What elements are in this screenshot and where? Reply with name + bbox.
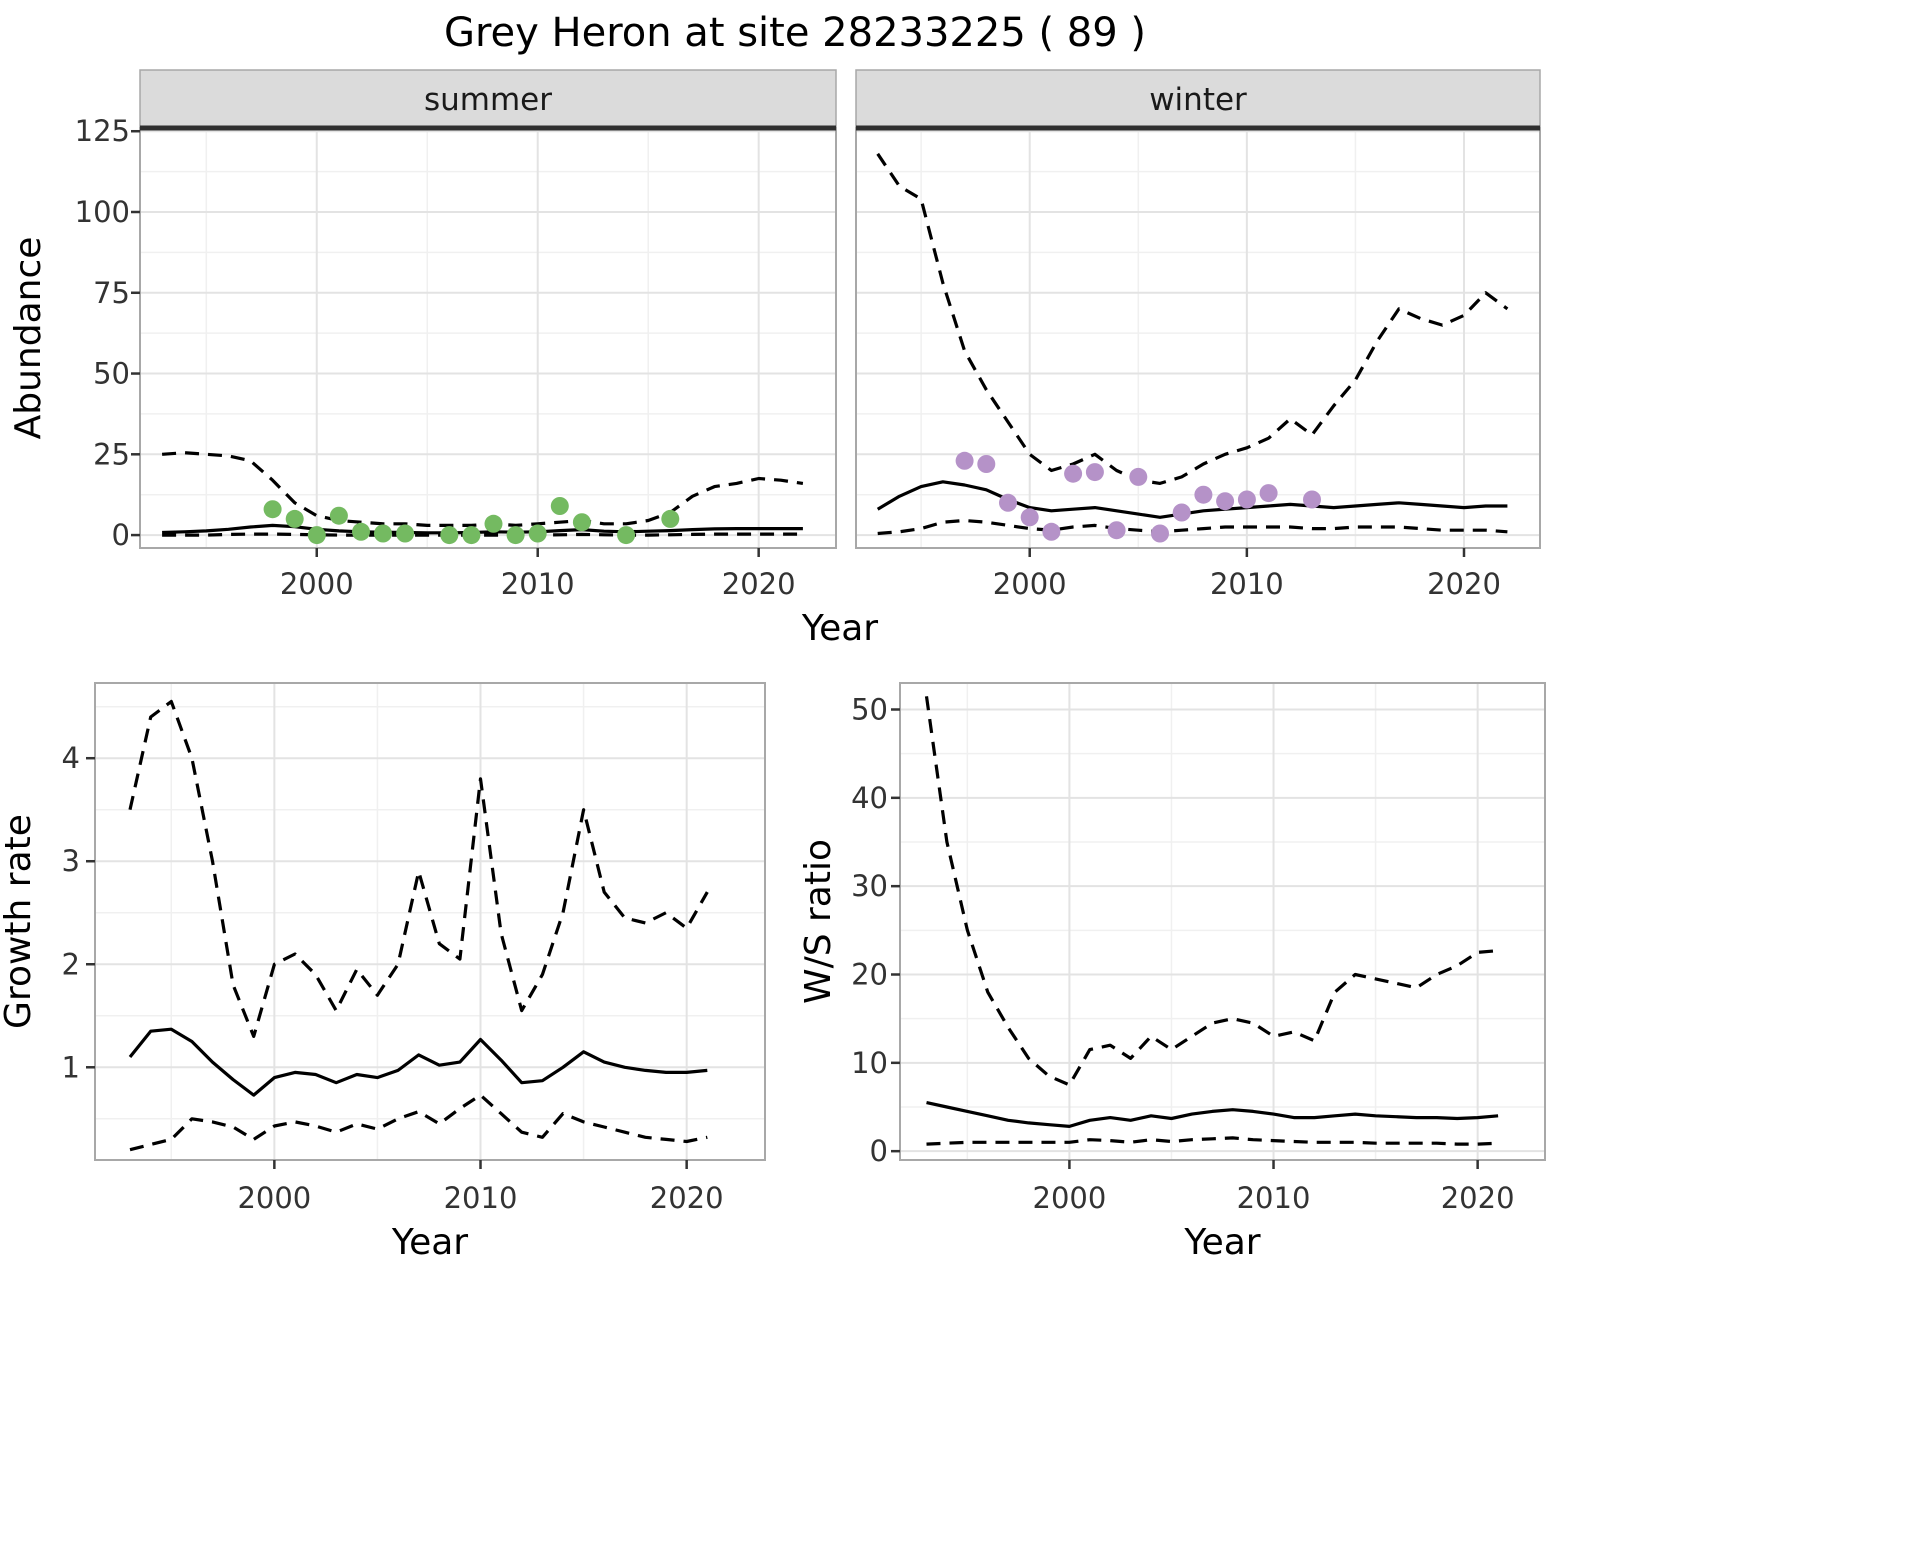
data-point [374, 524, 392, 543]
panel-summer: 2000 2010 2020 0 25 50 75 100 125 summer [75, 69, 837, 601]
data-point [955, 451, 974, 470]
x-tick-label: 2010 [1237, 1181, 1311, 1215]
data-point [1237, 490, 1256, 509]
y-tick-label: 50 [851, 693, 888, 727]
data-point [1085, 463, 1104, 482]
data-point [572, 513, 591, 532]
panel-border [94, 682, 766, 1161]
data-point [1151, 524, 1169, 543]
data-point [329, 506, 348, 525]
x-tick-label: 2010 [501, 567, 575, 601]
facet-strip [139, 69, 837, 129]
y-tick-label: 1 [62, 1050, 80, 1084]
panel-background [95, 683, 765, 1160]
y-tick-label: 2 [62, 947, 80, 981]
facet-label: summer [424, 82, 552, 118]
y-tick-label: 40 [851, 781, 888, 815]
data-point [1216, 492, 1235, 511]
panel-background [900, 683, 1545, 1160]
data-point [617, 526, 636, 545]
y-tick-label: 75 [93, 276, 130, 310]
y-tick-label: 3 [62, 844, 80, 878]
y-tick-label: 10 [851, 1046, 888, 1080]
y-tick-label: 30 [851, 869, 888, 903]
data-point [440, 526, 459, 545]
x-tick-label: 2020 [1427, 567, 1501, 601]
panel-border [899, 682, 1546, 1161]
x-axis-label: Year [1183, 1222, 1260, 1263]
fit-line [162, 523, 803, 535]
data-point [484, 514, 503, 533]
x-tick-label: 2000 [993, 567, 1067, 601]
y-axis-label: Growth rate [0, 814, 39, 1029]
chart-growth: 2000 2010 2020 1 2 3 4 Year Growth rate [0, 682, 766, 1263]
y-tick-label: 50 [93, 357, 130, 391]
x-tick-label: 2000 [237, 1181, 311, 1215]
data-point [1194, 485, 1213, 504]
y-tick-label: 0 [112, 518, 130, 552]
lower-ci-line [162, 532, 803, 537]
y-axis-label: Abundance [8, 237, 49, 440]
data-point [550, 497, 569, 515]
data-point [977, 455, 996, 473]
data-point [396, 524, 415, 543]
x-tick-label: 2010 [1210, 567, 1284, 601]
data-point [1064, 464, 1083, 483]
panel-winter: 2000 2010 2020 winter [855, 69, 1541, 601]
data-point [506, 526, 525, 545]
data-point [1129, 467, 1148, 486]
y-tick-label: 100 [75, 195, 130, 229]
upper-ci-line [876, 152, 1509, 485]
x-tick-label: 2020 [722, 567, 796, 601]
y-tick-label: 4 [62, 741, 80, 775]
figure-title: Grey Heron at site 28233225 ( 89 ) [443, 10, 1147, 56]
panel-growth: 2000 2010 2020 1 2 3 4 [62, 682, 766, 1215]
facet-strip [855, 69, 1541, 129]
fit-line [876, 480, 1508, 519]
x-tick-label: 2020 [1441, 1181, 1515, 1215]
data-point [528, 524, 547, 543]
data-point [1020, 508, 1039, 527]
panel-background [856, 128, 1540, 548]
x-axis-label: Year [391, 1222, 468, 1263]
data-point [1303, 490, 1321, 509]
observed-points [263, 497, 680, 545]
y-tick-label: 20 [851, 958, 888, 992]
x-axis-label: Year [801, 608, 878, 649]
chart-ws_ratio: 2000 2010 2020 0 10 20 30 40 50 Year W/S ratio [798, 682, 1546, 1263]
facet-label: winter [1149, 82, 1247, 118]
data-point [307, 526, 326, 545]
y-axis-label: W/S ratio [798, 839, 839, 1004]
data-point [999, 493, 1017, 512]
x-tick-label: 2000 [280, 567, 354, 601]
x-tick-label: 2010 [444, 1181, 518, 1215]
x-tick-label: 2020 [650, 1181, 724, 1215]
data-point [1172, 503, 1191, 522]
observed-points [955, 451, 1321, 543]
y-tick-label: 0 [870, 1134, 888, 1168]
fit-line [926, 1101, 1499, 1129]
fit-line [128, 1027, 708, 1097]
data-point [1042, 522, 1061, 541]
data-point [352, 522, 370, 541]
data-point [1107, 521, 1126, 540]
panel-background [140, 128, 836, 548]
upper-ci-line [161, 451, 804, 528]
y-tick-label: 25 [93, 437, 130, 471]
lower-ci-line [926, 1136, 1499, 1146]
data-point [263, 500, 282, 519]
data-point [1259, 484, 1278, 503]
upper-ci-line [128, 699, 709, 1039]
data-point [661, 509, 680, 528]
data-point [285, 509, 304, 528]
y-tick-label: 125 [75, 114, 130, 148]
panel-ws_ratio: 2000 2010 2020 0 10 20 30 40 50 [851, 682, 1546, 1215]
data-point [462, 526, 481, 545]
x-tick-label: 2000 [1033, 1181, 1107, 1215]
upper-ci-line [924, 696, 1499, 1087]
